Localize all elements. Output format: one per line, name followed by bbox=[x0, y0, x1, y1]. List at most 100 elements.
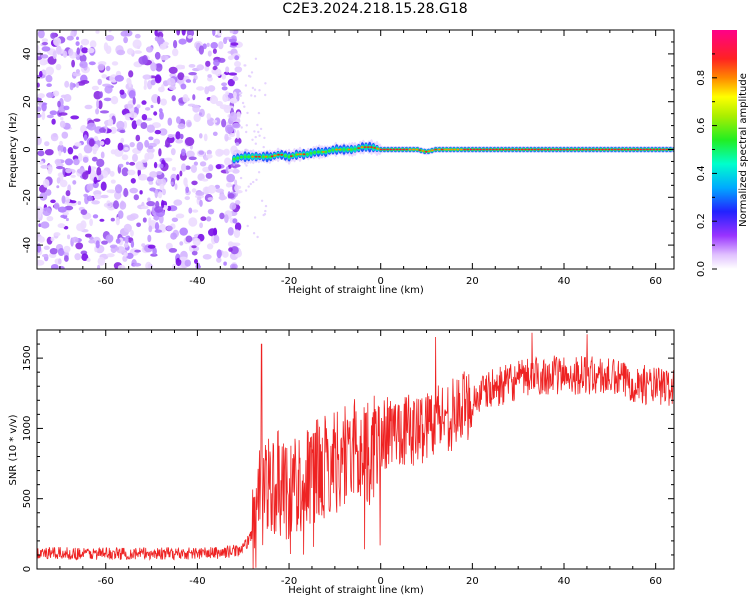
noise-blob bbox=[67, 184, 72, 192]
snr-frame bbox=[36, 329, 675, 570]
noise-blob bbox=[103, 97, 112, 102]
noise-blob bbox=[117, 210, 124, 219]
noise-blob bbox=[124, 147, 129, 151]
noise-blob bbox=[41, 111, 46, 121]
noise-blob bbox=[75, 69, 80, 74]
noise-blob bbox=[153, 138, 161, 145]
noise-blob bbox=[63, 245, 71, 253]
noise-blob bbox=[52, 50, 57, 60]
noise-blob bbox=[176, 174, 180, 181]
noise-blob bbox=[93, 193, 102, 200]
snr-series-line bbox=[37, 332, 674, 569]
noise-blob bbox=[150, 104, 154, 109]
noise-blob bbox=[192, 78, 196, 84]
noise-blob bbox=[37, 74, 40, 78]
noise-blob bbox=[47, 166, 53, 175]
noise-blob bbox=[229, 202, 237, 210]
noise-blob bbox=[219, 104, 229, 110]
noise-blob bbox=[114, 75, 125, 82]
noise-blob bbox=[126, 252, 134, 259]
snr-x-tick-label: -40 bbox=[189, 576, 205, 587]
noise-blob bbox=[191, 250, 198, 256]
noise-blob bbox=[58, 150, 62, 157]
noise-blob bbox=[176, 116, 181, 124]
noise-blob bbox=[67, 234, 71, 240]
noise-blob bbox=[61, 195, 66, 204]
noise-blob bbox=[146, 147, 155, 154]
noise-blob bbox=[148, 136, 154, 141]
noise-blob bbox=[228, 38, 237, 43]
noise-speck bbox=[238, 92, 242, 95]
ridge-core bbox=[524, 148, 527, 151]
noise-blob bbox=[153, 161, 158, 169]
noise-blob bbox=[203, 133, 208, 142]
noise-blob bbox=[37, 106, 42, 112]
noise-blob bbox=[236, 205, 241, 210]
noise-blob bbox=[216, 257, 222, 263]
noise-blob bbox=[175, 213, 185, 219]
noise-blob bbox=[219, 193, 226, 201]
noise-blob bbox=[121, 154, 129, 161]
noise-blob bbox=[119, 89, 125, 95]
noise-blob bbox=[76, 36, 79, 41]
spectrogram-y-tick-label: -20 bbox=[22, 189, 33, 205]
noise-blob bbox=[196, 64, 205, 71]
ridge-core bbox=[655, 148, 659, 151]
noise-blob bbox=[215, 100, 223, 107]
noise-blob bbox=[93, 118, 101, 122]
noise-blob bbox=[142, 55, 148, 65]
noise-blob bbox=[159, 183, 165, 191]
ridge-core bbox=[463, 148, 466, 151]
ridge-core bbox=[277, 153, 280, 156]
noise-speck bbox=[246, 111, 249, 115]
noise-blob bbox=[227, 193, 235, 199]
ridge-core bbox=[447, 148, 450, 151]
noise-speck bbox=[239, 94, 242, 98]
ridge-core bbox=[415, 148, 418, 151]
spectrogram-y-tick-label: -40 bbox=[22, 237, 33, 253]
ridge-core bbox=[440, 148, 444, 151]
noise-blob bbox=[97, 78, 102, 86]
noise-blob bbox=[219, 212, 225, 220]
ridge-core bbox=[498, 148, 502, 151]
noise-speck bbox=[253, 216, 257, 219]
ridge-core bbox=[386, 148, 389, 151]
ridge-green bbox=[287, 155, 291, 158]
noise-blob bbox=[185, 235, 193, 243]
noise-blob bbox=[201, 178, 209, 182]
noise-blob bbox=[141, 243, 146, 248]
noise-blob bbox=[224, 133, 229, 142]
ridge-core bbox=[399, 148, 402, 151]
noise-blob bbox=[70, 174, 76, 178]
noise-blob bbox=[110, 179, 116, 184]
noise-blob bbox=[180, 83, 187, 90]
noise-speck bbox=[252, 232, 256, 235]
noise-blob bbox=[235, 142, 240, 146]
spectrogram-y-tick-label: 40 bbox=[22, 48, 33, 61]
noise-blob bbox=[49, 110, 58, 116]
snr-y-tick-label: 0 bbox=[22, 566, 33, 572]
noise-blob bbox=[91, 85, 99, 91]
noise-blob bbox=[221, 73, 226, 80]
ridge-core bbox=[476, 148, 479, 151]
noise-speck bbox=[254, 142, 257, 145]
ridge-core bbox=[302, 153, 306, 156]
noise-blob bbox=[77, 201, 82, 205]
noise-blob bbox=[83, 134, 88, 141]
noise-blob bbox=[218, 41, 224, 50]
noise-blob bbox=[147, 145, 154, 150]
noise-blob bbox=[191, 245, 197, 249]
noise-blob bbox=[181, 163, 187, 172]
ridge-core bbox=[594, 148, 598, 151]
noise-blob bbox=[42, 207, 52, 217]
noise-blob bbox=[234, 184, 240, 192]
ridge-core bbox=[466, 148, 470, 151]
noise-blob bbox=[123, 36, 128, 44]
noise-blob bbox=[104, 85, 113, 94]
noise-blob bbox=[44, 149, 54, 156]
noise-blob bbox=[41, 102, 47, 112]
noise-blob bbox=[87, 47, 95, 54]
noise-blob bbox=[234, 179, 238, 186]
noise-blob bbox=[212, 119, 218, 123]
ridge-core bbox=[613, 148, 617, 151]
